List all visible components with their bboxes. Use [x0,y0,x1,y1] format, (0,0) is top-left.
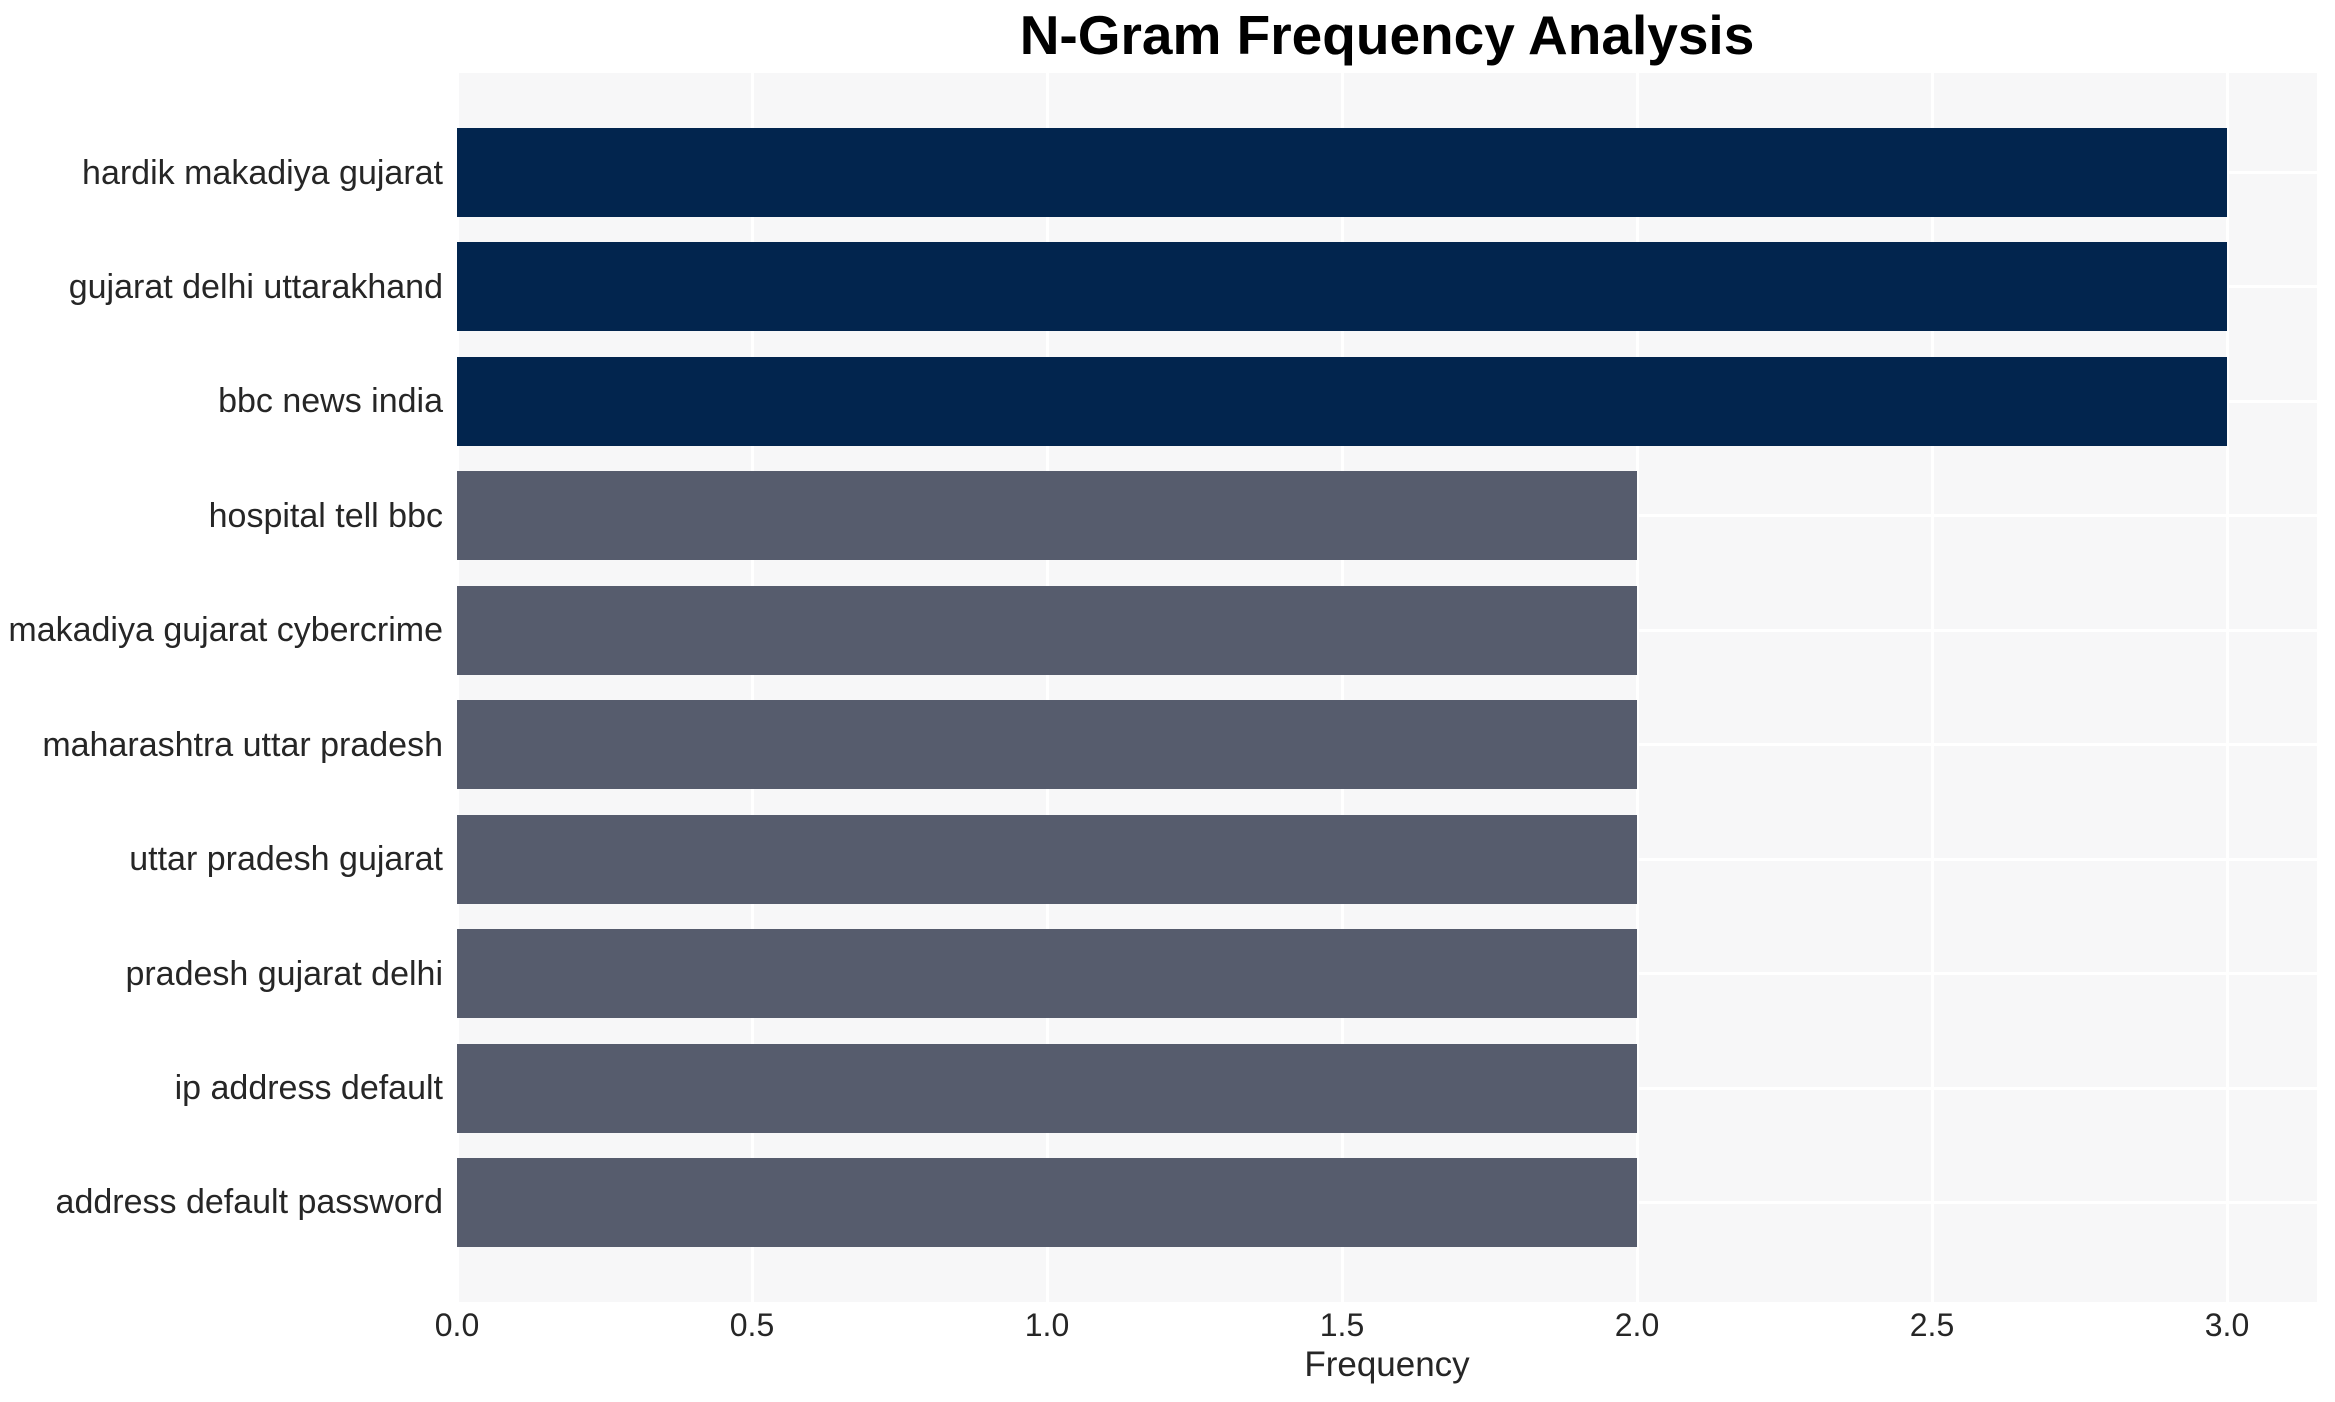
y-tick-label: pradesh gujarat delhi [125,954,443,993]
x-tick-label: 2.5 [1909,1307,1955,1343]
bar-address-default-password [457,1157,1637,1247]
x-tick-label: 2.0 [1614,1307,1660,1343]
bar-uttar-pradesh-gujarat [457,814,1637,904]
x-tick-label: 3.0 [2204,1307,2250,1343]
bar-hardik-makadiya-gujarat [457,128,2227,217]
y-tick-label: gujarat delhi uttarakhand [68,267,443,306]
bar-pradesh-gujarat-delhi [457,929,1637,1019]
bar-makadiya-gujarat-cybercrime [457,585,1637,675]
y-tick-label: uttar pradesh gujarat [129,840,443,879]
x-axis-title: Frequency [1304,1345,1470,1384]
gridline-vertical [1045,73,1049,1302]
y-tick-label: bbc news india [218,382,443,421]
x-tick-label: 1.0 [1024,1307,1070,1343]
x-tick-label: 1.5 [1319,1307,1365,1343]
x-tick-label: 0.0 [434,1307,480,1343]
gridline-vertical [455,73,459,1302]
y-tick-label: maharashtra uttar pradesh [42,725,443,764]
bar-maharashtra-uttar-pradesh [457,700,1637,790]
chart-title: N-Gram Frequency Analysis [1019,4,1755,66]
x-tick-label: 0.5 [729,1307,775,1343]
y-tick-label: address default password [55,1183,443,1222]
bar-gujarat-delhi-uttarakhand [457,242,2227,332]
plot-area [455,73,2317,1302]
gridline-vertical [750,73,754,1302]
y-tick-label: hardik makadiya gujarat [82,153,443,192]
gridline-vertical [1340,73,1344,1302]
y-tick-label: makadiya gujarat cybercrime [8,611,443,650]
y-tick-label: hospital tell bbc [208,496,443,535]
y-tick-label: ip address default [174,1069,443,1108]
gridline-vertical [1930,73,1934,1302]
bar-bbc-news-india [457,356,2227,446]
bar-hospital-tell-bbc [457,471,1637,561]
bar-ip-address-default [457,1043,1637,1133]
gridline-vertical [2225,73,2229,1302]
gridline-vertical [1635,73,1639,1302]
